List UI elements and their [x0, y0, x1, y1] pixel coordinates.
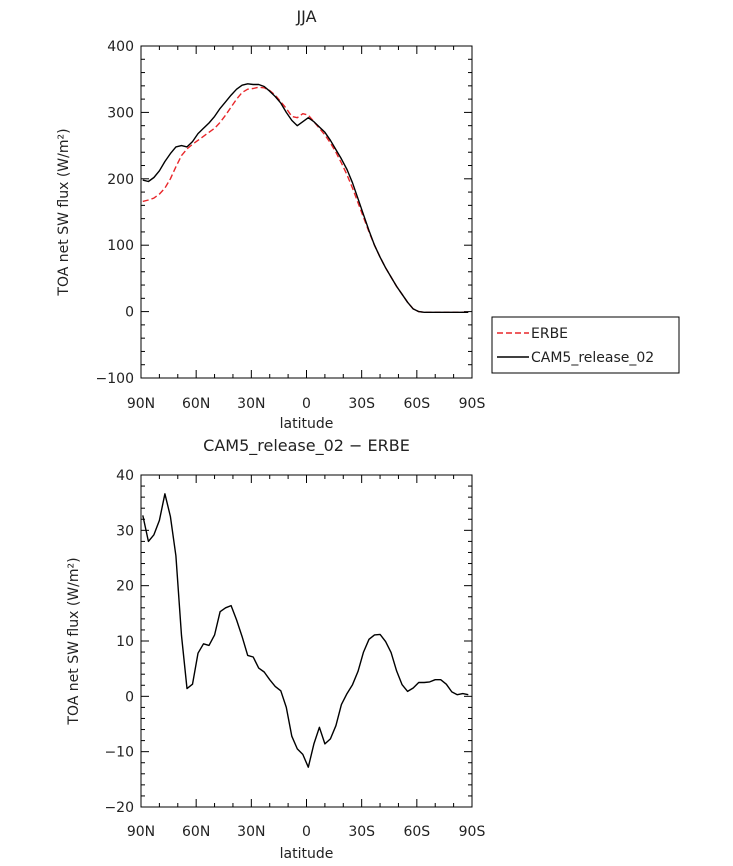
- series-line-erbe: [142, 86, 469, 313]
- plot-frame: [140, 45, 473, 379]
- x-axis-label: latitude: [280, 846, 334, 862]
- chart-title: JJA: [295, 7, 316, 26]
- y-tick-label: −100: [96, 371, 134, 387]
- x-tick-label: 60N: [182, 824, 210, 840]
- y-tick-label: 30: [116, 523, 134, 539]
- series-line-cam5-release-02: [142, 83, 469, 313]
- y-axis-label: TOA net SW flux (W/m²): [56, 128, 72, 296]
- y-tick-label: −10: [104, 745, 134, 761]
- x-tick-label: 30S: [348, 824, 375, 840]
- x-tick-label: 90N: [127, 824, 155, 840]
- y-tick-label: 40: [116, 468, 134, 484]
- series-line: [142, 493, 469, 768]
- chart-panel-2: [140, 474, 473, 808]
- x-tick-label: 60S: [403, 824, 430, 840]
- legend-box: [491, 316, 680, 374]
- y-tick-label: 200: [107, 172, 134, 188]
- y-axis-label: TOA net SW flux (W/m²): [66, 557, 82, 725]
- x-tick-label: 0: [302, 396, 311, 412]
- plot-frame: [140, 474, 473, 808]
- x-tick-label: 30N: [237, 824, 265, 840]
- y-tick-label: 10: [116, 634, 134, 650]
- x-tick-label: 90N: [127, 396, 155, 412]
- y-tick-label: 20: [116, 579, 134, 595]
- x-tick-label: 30S: [348, 396, 375, 412]
- x-tick-label: 90S: [459, 396, 486, 412]
- y-tick-label: −20: [104, 800, 134, 816]
- chart-panel-1: [140, 45, 680, 379]
- x-tick-label: 90S: [459, 824, 486, 840]
- y-tick-label: 0: [125, 305, 134, 321]
- y-tick-label: 0: [125, 689, 134, 705]
- y-tick-label: 100: [107, 238, 134, 254]
- legend-label: CAM5_release_02: [531, 350, 654, 366]
- x-tick-label: 30N: [237, 396, 265, 412]
- chart-title: CAM5_release_02 − ERBE: [203, 436, 410, 456]
- y-tick-label: 300: [107, 105, 134, 121]
- x-tick-label: 60S: [403, 396, 430, 412]
- x-tick-label: 0: [302, 824, 311, 840]
- x-tick-label: 60N: [182, 396, 210, 412]
- y-tick-label: 400: [107, 39, 134, 55]
- x-axis-label: latitude: [280, 416, 334, 432]
- legend-label: ERBE: [531, 326, 568, 342]
